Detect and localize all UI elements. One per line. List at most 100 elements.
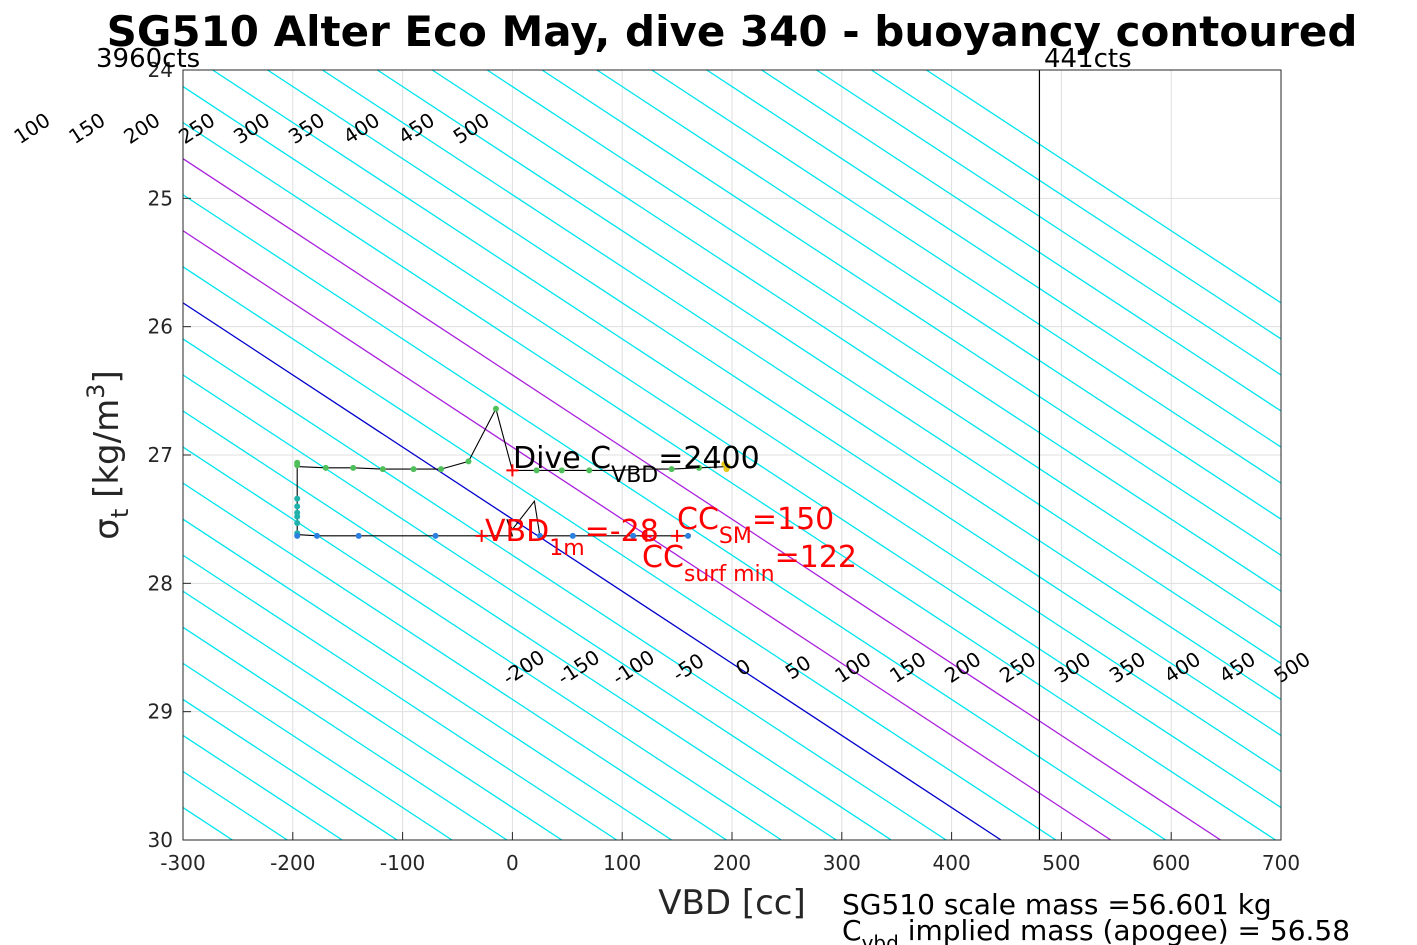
contour-line [183, 157, 1221, 840]
contour-line [183, 518, 672, 840]
data-point-ascent [313, 532, 320, 539]
contour-line [183, 446, 782, 840]
y-tick-label: 26 [148, 315, 173, 339]
x-axis-label: VBD [cc] [658, 883, 806, 923]
contour-line [183, 698, 398, 840]
x-tick-label: -200 [270, 851, 315, 875]
data-point-descent [492, 405, 499, 412]
contour-line [183, 554, 618, 840]
contour-label-top: 100 [9, 108, 54, 149]
data-points [294, 405, 731, 539]
data-point-mid [294, 520, 301, 527]
contour-line [183, 374, 892, 840]
contour-line [0, 70, 13, 840]
x-tick-label: 400 [933, 851, 971, 875]
contour-line [871, 70, 1281, 340]
y-tick-label: 28 [148, 571, 173, 595]
red-plus-marker [475, 529, 488, 542]
y-axis-label: σt [kg/m3] [82, 370, 134, 539]
data-point-ascent [355, 532, 362, 539]
contour-line [541, 70, 1281, 556]
data-point-ascent [432, 532, 439, 539]
contour-line [761, 70, 1281, 412]
x-tick-label: 200 [713, 851, 751, 875]
vbd1m-post: =-28 [585, 514, 659, 549]
contour-line [183, 590, 563, 840]
dive-cvbd-annotation: Dive CVBD=2400 [513, 441, 760, 488]
x-tick-label: 500 [1042, 851, 1080, 875]
ccsurf-sub: surf min [684, 562, 775, 587]
contour-line [183, 338, 947, 840]
y-tick-label: 24 [148, 58, 173, 82]
data-point-descent [533, 467, 540, 474]
data-point-mid [294, 495, 301, 502]
implied-mass-post: implied mass (apogee) = 56.58 [899, 914, 1350, 945]
contour-line [0, 70, 68, 840]
data-point-descent [586, 467, 593, 474]
contour-line [596, 70, 1281, 520]
y-tick-label: 30 [148, 828, 173, 852]
ccsurf-annotation: CCsurf min=122 [642, 540, 857, 587]
contour-label-top: 200 [119, 108, 164, 149]
ccsm-annotation: CCSM=150 [677, 502, 834, 549]
implied-mass-sub: vbd [862, 931, 899, 945]
vbd1m-sub: 1m [549, 536, 584, 561]
red-plus-marker [506, 464, 519, 477]
ccsurf-post: =122 [775, 540, 857, 575]
scale-mass-text: SG510 scale mass =56.601 kg [842, 888, 1272, 921]
contour-line [267, 70, 1281, 737]
data-point-descent [379, 466, 386, 473]
contour-line [212, 70, 1281, 773]
y-label-end: ] [87, 370, 127, 383]
contour-line [925, 70, 1281, 304]
y-label-sup: 3 [82, 384, 110, 399]
data-point-descent [696, 464, 703, 471]
y-tick-label: 29 [148, 700, 173, 724]
ccsm-sub: SM [719, 524, 752, 549]
dive-cvbd-post: =2400 [658, 441, 759, 476]
contour-line [183, 482, 727, 840]
contour-line [322, 70, 1281, 701]
x-tick-label: 300 [823, 851, 861, 875]
contour-line [183, 85, 1281, 809]
data-point-descent [322, 464, 329, 471]
contour-line [183, 302, 1002, 840]
corner-right-label: 441cts [1044, 44, 1132, 74]
data-point-surface [723, 466, 730, 473]
corner-left-label: 3960cts [96, 44, 200, 74]
contour-line [183, 121, 1276, 840]
ccsurf-pre: CC [642, 540, 684, 575]
contour-label-top: 150 [64, 108, 109, 149]
data-point-mid [294, 503, 301, 510]
contour-line [376, 70, 1281, 665]
data-point-descent [350, 464, 357, 471]
x-tick-label: 100 [603, 851, 641, 875]
vbd1m-pre: VBD [485, 514, 549, 549]
data-point-ascent [569, 532, 576, 539]
x-tick-label: 600 [1152, 851, 1190, 875]
red-plus-marker [640, 529, 653, 542]
chart-title: SG510 Alter Eco May, dive 340 - buoyancy… [107, 7, 1358, 56]
contour-line [183, 410, 837, 840]
data-point-descent [668, 466, 675, 473]
contour-line [183, 662, 453, 840]
contour-lines [0, 70, 1281, 840]
y-axis-ticks: 24 25 26 27 28 29 30 [148, 58, 191, 852]
contour-line [183, 229, 1112, 840]
contour-line [183, 266, 1057, 840]
x-tick-label: 0 [506, 851, 519, 875]
data-point-descent [558, 467, 565, 474]
y-label-sigma: σ [87, 518, 127, 540]
x-tick-label: -100 [380, 851, 425, 875]
contour-line [183, 626, 508, 840]
ccsm-pre: CC [677, 502, 719, 537]
red-plus-marker [671, 529, 684, 542]
dive-cvbd-sub: VBD [611, 463, 658, 488]
y-label-units: [kg/m [87, 399, 127, 509]
contour-line [816, 70, 1281, 376]
contour-line [486, 70, 1281, 593]
implied-mass-text: Cvbd implied mass (apogee) = 56.58 [842, 914, 1350, 945]
data-point-descent [294, 459, 301, 466]
dive-cvbd-pre: Dive C [513, 441, 611, 476]
